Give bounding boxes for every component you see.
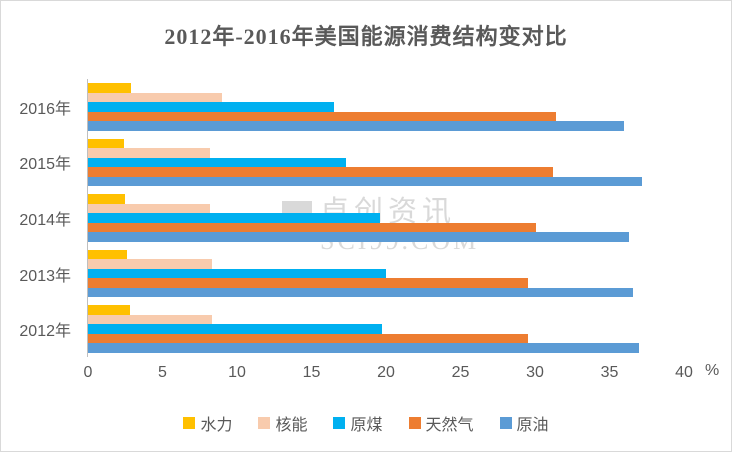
legend-item-原煤: 原煤 bbox=[333, 411, 383, 435]
legend-item-水力: 水力 bbox=[183, 411, 232, 435]
bar-核能-2012年 bbox=[88, 314, 212, 325]
legend-item-原油: 原油 bbox=[499, 411, 549, 435]
bar-天然气-2013年 bbox=[88, 278, 528, 288]
bar-原油-2015年 bbox=[88, 176, 643, 187]
bar-核能-2016年 bbox=[88, 92, 223, 103]
legend-item-天然气: 天然气 bbox=[408, 411, 474, 435]
bar-水力-2016年 bbox=[88, 83, 132, 93]
x-axis-tick-label: 30 bbox=[526, 364, 544, 381]
legend-swatch-icon bbox=[333, 417, 346, 429]
legend-swatch-icon bbox=[258, 417, 271, 429]
legend-swatch-icon bbox=[183, 417, 196, 429]
bar-原煤-2015年 bbox=[88, 157, 346, 168]
bar-group-2015年 bbox=[88, 138, 643, 187]
bar-group-2012年 bbox=[88, 305, 640, 353]
y-axis-label: 2012年 bbox=[19, 323, 71, 341]
bar-原油-2016年 bbox=[88, 121, 625, 131]
legend-label: 原煤 bbox=[350, 417, 383, 434]
bar-原煤-2013年 bbox=[88, 268, 386, 279]
bar-核能-2015年 bbox=[88, 148, 211, 158]
bar-原油-2012年 bbox=[88, 343, 640, 353]
bar-水力-2013年 bbox=[88, 249, 127, 260]
x-axis-tick-label: 10 bbox=[228, 364, 246, 381]
legend-label: 天然气 bbox=[425, 417, 474, 434]
bar-group-2013年 bbox=[88, 249, 634, 298]
bar-天然气-2014年 bbox=[88, 222, 537, 233]
plot-area bbox=[88, 79, 684, 357]
bar-原油-2014年 bbox=[88, 232, 629, 242]
bar-核能-2014年 bbox=[88, 203, 211, 214]
bar-天然气-2012年 bbox=[88, 333, 528, 344]
legend-label: 水力 bbox=[200, 417, 233, 434]
x-axis-tick-label: 5 bbox=[158, 364, 167, 381]
y-axis-label: 2013年 bbox=[19, 267, 71, 285]
y-axis-label: 2016年 bbox=[19, 100, 71, 118]
chart-title: 2012年-2016年美国能源消费结构变对比 bbox=[164, 24, 568, 49]
x-axis-unit-label: % bbox=[705, 362, 720, 379]
bar-水力-2012年 bbox=[88, 305, 130, 315]
x-axis: % 0 5 10 15 20 25 30 35 40 bbox=[1, 362, 731, 384]
y-axis: 2016年 2015年 2014年 2013年 2012年 bbox=[1, 79, 79, 357]
bar-group-2014年 bbox=[88, 194, 629, 242]
x-axis-tick-label: 35 bbox=[600, 364, 619, 381]
bar-原煤-2012年 bbox=[88, 324, 382, 334]
bar-原煤-2016年 bbox=[88, 102, 334, 112]
bar-天然气-2015年 bbox=[88, 167, 553, 177]
legend: 水力 核能 原煤 天然气 原油 bbox=[1, 411, 731, 435]
bar-天然气-2016年 bbox=[88, 111, 556, 122]
x-axis-tick-label: 0 bbox=[83, 364, 93, 381]
bar-group-2016年 bbox=[88, 83, 625, 131]
legend-swatch-icon bbox=[408, 417, 421, 429]
y-axis-label: 2015年 bbox=[19, 156, 71, 174]
x-axis-tick-label: 20 bbox=[377, 364, 395, 381]
legend-swatch-icon bbox=[499, 417, 512, 429]
legend-label: 原油 bbox=[516, 417, 549, 434]
bar-水力-2015年 bbox=[88, 138, 124, 149]
x-axis-tick-label: 40 bbox=[675, 364, 693, 381]
y-axis-label: 2014年 bbox=[19, 211, 71, 229]
x-axis-tick-label: 15 bbox=[302, 364, 321, 381]
bar-水力-2014年 bbox=[88, 194, 126, 204]
bar-核能-2013年 bbox=[88, 259, 212, 269]
bar-原煤-2014年 bbox=[88, 213, 381, 223]
legend-item-核能: 核能 bbox=[258, 411, 307, 435]
y-axis-line bbox=[87, 79, 88, 357]
x-axis-tick-label: 25 bbox=[451, 364, 470, 381]
legend-label: 核能 bbox=[275, 417, 308, 434]
bar-原油-2013年 bbox=[88, 287, 634, 298]
